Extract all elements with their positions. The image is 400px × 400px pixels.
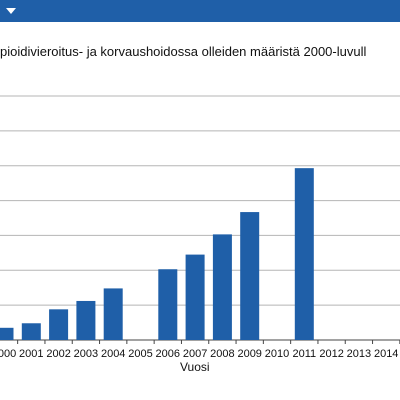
x-tick-label-2006: 2006 — [156, 348, 180, 360]
chart-title: pioidivieroitus- ja korvaushoidossa olle… — [0, 44, 367, 59]
x-tick-label-2008: 2008 — [210, 348, 234, 360]
x-tick-label-2003: 2003 — [74, 348, 98, 360]
x-tick-label-2009: 2009 — [237, 348, 261, 360]
x-axis-label: Vuosi — [180, 360, 210, 374]
x-tick-label-2004: 2004 — [101, 348, 125, 360]
bar-2009 — [240, 212, 260, 340]
bar-2007 — [185, 254, 205, 340]
x-tick-label-2005: 2005 — [128, 348, 152, 360]
x-tick-label-2014: 2014 — [374, 348, 398, 360]
bar-2003 — [76, 300, 96, 340]
x-tick-label-2007: 2007 — [183, 348, 207, 360]
x-tick-label-2011: 2011 — [292, 348, 316, 360]
bar-2006 — [158, 269, 178, 340]
x-tick-label-2000: 2000 — [0, 348, 16, 360]
bar-2008 — [212, 234, 232, 340]
x-tick-label-2001: 2001 — [19, 348, 43, 360]
x-tick-label-2010: 2010 — [265, 348, 289, 360]
x-tick-label-2002: 2002 — [46, 348, 70, 360]
bar-2000 — [0, 327, 14, 340]
bar-2002 — [49, 309, 69, 340]
bar-2004 — [103, 288, 123, 340]
bar-2001 — [21, 323, 41, 340]
x-tick-label-2013: 2013 — [347, 348, 371, 360]
bar-2011 — [294, 168, 314, 340]
x-tick-label-2012: 2012 — [319, 348, 343, 360]
header-bar — [0, 0, 400, 22]
triangle-down-icon — [6, 8, 16, 14]
